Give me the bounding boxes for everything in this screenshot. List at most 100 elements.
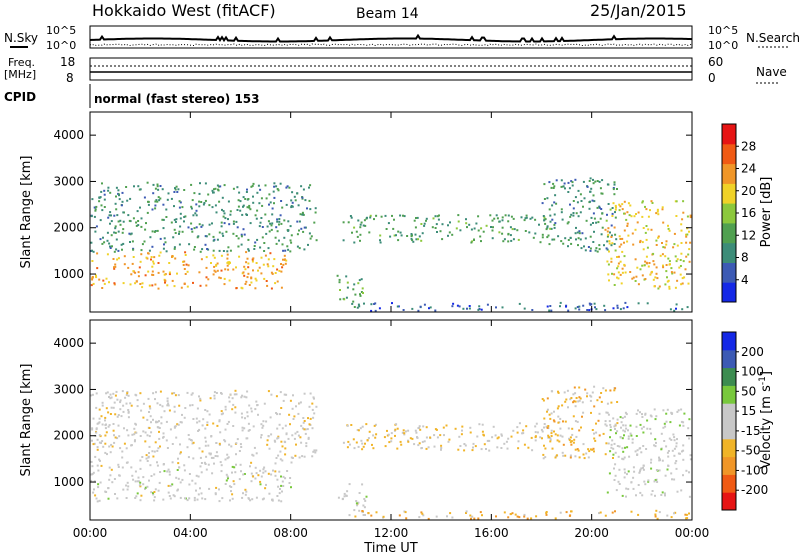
scatter-cell bbox=[362, 224, 365, 227]
scatter-cell bbox=[521, 432, 524, 435]
scatter-cell bbox=[240, 396, 243, 399]
scatter-cell bbox=[205, 276, 208, 279]
scatter-cell bbox=[140, 409, 143, 412]
scatter-cell bbox=[91, 393, 94, 396]
scatter-cell bbox=[669, 263, 671, 266]
scatter-cell bbox=[144, 487, 146, 490]
scatter-cell bbox=[312, 450, 315, 453]
scatter-cell bbox=[681, 308, 684, 311]
scatter-cell bbox=[673, 454, 676, 457]
scatter-cell bbox=[209, 453, 212, 456]
scatter-cell bbox=[119, 401, 122, 404]
scatter-cell bbox=[606, 402, 609, 405]
scatter-cell bbox=[314, 207, 317, 210]
scatter-cell bbox=[108, 242, 111, 245]
scatter-cell bbox=[237, 199, 240, 202]
scatter-cell bbox=[468, 307, 471, 310]
scatter-cell bbox=[620, 243, 623, 246]
scatter-cell bbox=[534, 431, 537, 434]
scatter-cell bbox=[177, 462, 180, 465]
scatter-cell bbox=[162, 218, 165, 221]
scatter-cell bbox=[168, 271, 171, 274]
scatter-cell bbox=[355, 441, 358, 444]
scatter-cell bbox=[651, 270, 653, 273]
scatter-cell bbox=[397, 230, 400, 233]
scatter-cell bbox=[194, 482, 197, 485]
scatter-cell bbox=[200, 225, 203, 228]
scatter-cell bbox=[623, 263, 626, 266]
scatter-cell bbox=[577, 244, 579, 247]
scatter-cell bbox=[635, 213, 637, 215]
scatter-cell bbox=[93, 488, 95, 491]
scatter-cell bbox=[534, 439, 537, 442]
scatter-cell bbox=[523, 307, 526, 310]
scatter-cell bbox=[478, 308, 481, 310]
scatter-cell bbox=[235, 266, 237, 269]
scatter-cell bbox=[337, 496, 340, 499]
scatter-cell bbox=[142, 476, 145, 479]
scatter-cell bbox=[173, 405, 176, 408]
scatter-cell bbox=[673, 309, 676, 312]
scatter-cell bbox=[130, 444, 133, 447]
scatter-cell bbox=[610, 257, 613, 260]
scatter-cell bbox=[255, 496, 258, 499]
scatter-cell bbox=[142, 483, 145, 486]
scatter-cell bbox=[241, 287, 244, 290]
scatter-cell bbox=[147, 252, 149, 255]
scatter-cell bbox=[655, 415, 658, 418]
scatter-cell bbox=[123, 255, 126, 258]
scatter-cell bbox=[220, 269, 223, 272]
scatter-cell bbox=[280, 263, 282, 265]
scatter-cell bbox=[641, 416, 644, 418]
scatter-cell bbox=[198, 420, 201, 423]
scatter-cell bbox=[287, 229, 290, 232]
scatter-cell bbox=[641, 264, 644, 267]
scatter-cell bbox=[228, 400, 231, 403]
scatter-cell bbox=[150, 491, 153, 494]
scatter-cell bbox=[613, 226, 616, 229]
x-tick-label: 08:00 bbox=[273, 526, 308, 540]
scatter-cell bbox=[625, 218, 628, 221]
scatter-cell bbox=[139, 485, 142, 488]
scatter-cell bbox=[160, 422, 163, 425]
scatter-cell bbox=[236, 209, 239, 211]
scatter-cell bbox=[201, 424, 204, 427]
scatter-cell bbox=[355, 500, 358, 502]
scatter-cell bbox=[95, 274, 97, 277]
scatter-cell bbox=[108, 424, 111, 427]
scatter-cell bbox=[233, 393, 236, 396]
scatter-cell bbox=[641, 413, 643, 416]
scatter-cell bbox=[214, 187, 217, 190]
scatter-cell bbox=[530, 436, 533, 439]
scatter-cell bbox=[276, 268, 279, 271]
scatter-cell bbox=[553, 201, 556, 204]
scatter-cell bbox=[198, 200, 201, 203]
scatter-cell bbox=[369, 214, 372, 217]
scatter-cell bbox=[631, 232, 634, 235]
beam-label: Beam 14 bbox=[356, 6, 419, 22]
scatter-cell bbox=[543, 444, 545, 447]
scatter-cell bbox=[654, 445, 657, 448]
scatter-cell bbox=[655, 509, 658, 512]
scatter-cell bbox=[213, 397, 216, 400]
scatter-cell bbox=[604, 420, 607, 423]
scatter-cell bbox=[596, 399, 599, 402]
scatter-cell bbox=[456, 304, 459, 307]
scatter-cell bbox=[570, 440, 573, 443]
scatter-cell bbox=[546, 397, 549, 400]
scatter-cell bbox=[302, 188, 305, 191]
scatter-cell bbox=[478, 423, 481, 426]
scatter-cell bbox=[582, 453, 585, 456]
scatter-cell bbox=[156, 402, 159, 405]
scatter-cell bbox=[98, 417, 101, 420]
scatter-cell bbox=[267, 265, 270, 268]
scatter-cell bbox=[208, 204, 211, 207]
scatter-cell bbox=[184, 407, 187, 409]
scatter-cell bbox=[646, 262, 649, 265]
scatter-cell bbox=[154, 283, 157, 286]
scatter-cell bbox=[179, 421, 182, 424]
scatter-cell bbox=[268, 492, 271, 495]
scatter-cell bbox=[501, 232, 504, 235]
scatter-cell bbox=[259, 188, 262, 191]
